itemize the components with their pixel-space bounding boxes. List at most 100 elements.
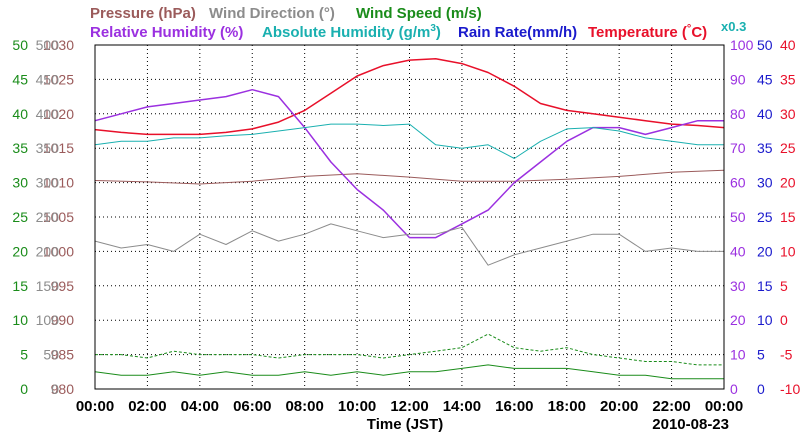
tick-label-wind-speed: 25	[12, 209, 28, 225]
legend-absolute-humidity: Absolute Humidity (g/m3)	[262, 23, 441, 41]
tick-label-wind-speed: 15	[12, 278, 28, 294]
tick-label-pressure: 985	[51, 347, 75, 363]
tick-label-temperature: 20	[780, 175, 796, 191]
tick-label-pressure: 995	[51, 278, 75, 294]
tick-label-time: 14:00	[443, 398, 481, 415]
tick-label-relative-humidity: 50	[730, 209, 746, 225]
tick-label-temperature: 25	[780, 140, 796, 156]
tick-label-rain-rate: 50	[757, 37, 773, 53]
tick-label-relative-humidity: 60	[730, 175, 746, 191]
tick-label-wind-direction: 450	[36, 71, 60, 87]
tick-label-rain-rate: 15	[757, 278, 773, 294]
tick-label-wind-speed: 50	[12, 37, 28, 53]
x-axis-title: Time (JST)	[367, 416, 443, 433]
series-line-wind-speed-m-s-mean	[94, 364, 724, 380]
tick-label-time: 04:00	[181, 398, 219, 415]
tick-label-wind-speed: 30	[12, 175, 28, 191]
tick-label-wind-speed: 5	[20, 347, 28, 363]
tick-label-relative-humidity: 10	[730, 347, 746, 363]
tick-label-wind-direction: 400	[36, 106, 60, 122]
tick-label-temperature: 40	[780, 37, 796, 53]
plot-grid	[95, 45, 724, 389]
legend-relative-humidity: Relative Humidity (%)	[90, 24, 243, 41]
legend-rain-rate: Rain Rate(mm/h)	[458, 24, 577, 41]
tick-label-wind-speed: 40	[12, 106, 28, 122]
tick-label-rain-rate: 35	[757, 140, 773, 156]
legend-wind-direction: Wind Direction (°)	[209, 5, 335, 22]
chart-date: 2010-08-23	[652, 416, 729, 433]
tick-label-time: 02:00	[128, 398, 166, 415]
plot-series	[94, 58, 725, 390]
tick-label-rain-rate: 30	[757, 175, 773, 191]
tick-label-temperature: -5	[780, 347, 793, 363]
tick-label-wind-direction: 300	[36, 175, 60, 191]
tick-label-wind-speed: 35	[12, 140, 28, 156]
series-line-wind-speed-m-s-max	[95, 333, 724, 366]
tick-label-rain-rate: 20	[757, 243, 773, 259]
tick-label-temperature: 10	[780, 243, 796, 259]
tick-label-wind-speed: 0	[20, 381, 28, 397]
legend-wind-speed: Wind Speed (m/s)	[356, 5, 482, 22]
tick-label-temperature: 30	[780, 106, 796, 122]
tick-label-pressure: 990	[51, 312, 75, 328]
tick-label-temperature: 0	[780, 312, 788, 328]
tick-label-time: 06:00	[233, 398, 271, 415]
tick-label-time: 00:00	[76, 398, 114, 415]
tick-label-pressure: 1015	[43, 140, 74, 156]
series-line-absolute-humidity-g-m3	[94, 123, 724, 159]
tick-label-relative-humidity: 30	[730, 278, 746, 294]
tick-label-wind-direction: 350	[36, 140, 60, 156]
legend-row-1: Pressure (hPa) Wind Direction (°) Wind S…	[90, 5, 482, 22]
tick-label-time: 00:00	[705, 398, 743, 415]
axis-labels: 1030102510201015101010051000995990985980…	[12, 37, 800, 415]
tick-label-pressure: 980	[51, 381, 75, 397]
tick-label-wind-speed: 20	[12, 243, 28, 259]
tick-label-pressure: 1025	[43, 71, 74, 87]
series-line-wind-direction	[94, 223, 724, 266]
tick-label-relative-humidity: 80	[730, 106, 746, 122]
tick-label-temperature: 15	[780, 209, 796, 225]
tick-label-wind-direction: 150	[36, 278, 60, 294]
tick-label-pressure: 1030	[43, 37, 74, 53]
tick-label-pressure: 1000	[43, 243, 74, 259]
series-line-pressure-hpa	[94, 169, 725, 185]
tick-label-relative-humidity: 40	[730, 243, 746, 259]
tick-label-time: 10:00	[338, 398, 376, 415]
tick-label-relative-humidity: 20	[730, 312, 746, 328]
tick-label-temperature: 5	[780, 278, 788, 294]
tick-label-time: 12:00	[390, 398, 428, 415]
tick-label-rain-rate: 40	[757, 106, 773, 122]
tick-label-wind-direction: 500	[36, 37, 60, 53]
legend-pressure: Pressure (hPa)	[90, 5, 196, 22]
tick-label-relative-humidity: 0	[730, 381, 738, 397]
tick-label-temperature: 35	[780, 71, 796, 87]
tick-label-pressure: 1010	[43, 175, 74, 191]
tick-label-relative-humidity: 100	[730, 37, 754, 53]
legend-temperature: Temperature (°C)	[588, 23, 707, 41]
tick-label-wind-speed: 10	[12, 312, 28, 328]
series-line-relative-humidity	[94, 88, 724, 239]
tick-label-relative-humidity: 70	[730, 140, 746, 156]
tick-label-time: 22:00	[652, 398, 690, 415]
tick-label-rain-rate: 10	[757, 312, 773, 328]
tick-label-wind-speed: 45	[12, 71, 28, 87]
tick-label-time: 20:00	[600, 398, 638, 415]
tick-label-temperature: -10	[780, 381, 800, 397]
plot-frame	[94, 44, 725, 390]
tick-label-wind-direction: 250	[36, 209, 60, 225]
tick-label-wind-direction: 50	[43, 347, 59, 363]
tick-label-rain-rate: 0	[757, 381, 765, 397]
series-line-temperature-c	[94, 58, 725, 136]
tick-label-pressure: 1005	[43, 209, 74, 225]
tick-label-rain-rate: 5	[757, 347, 765, 363]
tick-label-relative-humidity: 90	[730, 71, 746, 87]
tick-label-time: 08:00	[285, 398, 323, 415]
legend-row-2: Relative Humidity (%) Absolute Humidity …	[90, 19, 746, 41]
tick-label-pressure: 1020	[43, 106, 74, 122]
tick-label-rain-rate: 45	[757, 71, 773, 87]
tick-label-rain-rate: 25	[757, 209, 773, 225]
tick-label-time: 18:00	[548, 398, 586, 415]
tick-label-wind-direction: 100	[36, 312, 60, 328]
tick-label-wind-direction: 0	[51, 381, 59, 397]
